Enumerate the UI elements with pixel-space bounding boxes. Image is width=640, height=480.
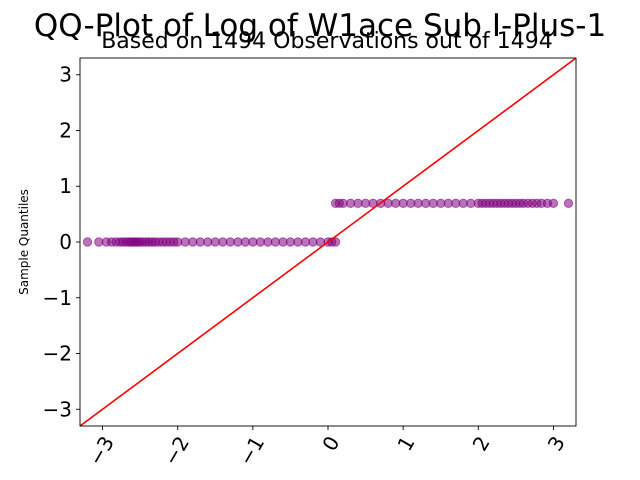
x-tick-label: 2 [468, 432, 495, 455]
y-tick-label: 2 [59, 118, 72, 142]
sample-point [548, 198, 559, 209]
sample-point [82, 237, 93, 247]
x-tick-label: 1 [392, 432, 419, 455]
y-axis: −3 −2 −1 0 1 2 3 [43, 63, 80, 421]
chart-title: QQ-Plot of Log of W1ace Sub I-Plus-1 [34, 8, 606, 44]
x-tick-label: −1 [234, 432, 270, 470]
x-axis: −3 −2 −1 0 1 2 3 [83, 426, 570, 470]
sample-point [563, 198, 574, 209]
reference-line [80, 58, 576, 426]
x-tick-label: −3 [83, 432, 119, 470]
sample-point [330, 237, 341, 247]
y-tick-label: −3 [43, 397, 72, 421]
x-tick-label: −2 [159, 432, 195, 470]
y-axis-label: Sample Quantiles [17, 189, 31, 295]
y-tick-label: −1 [43, 286, 72, 310]
sample-points [82, 198, 574, 247]
x-tick-label: 0 [317, 432, 344, 455]
chart-subtitle: Based on 1494 Observations out of 1494 [101, 29, 553, 54]
y-tick-label: −2 [43, 342, 72, 366]
y-tick-label: 1 [59, 174, 72, 198]
x-tick-label: 3 [543, 432, 570, 455]
y-tick-label: 0 [59, 230, 72, 254]
y-tick-label: 3 [59, 63, 72, 87]
